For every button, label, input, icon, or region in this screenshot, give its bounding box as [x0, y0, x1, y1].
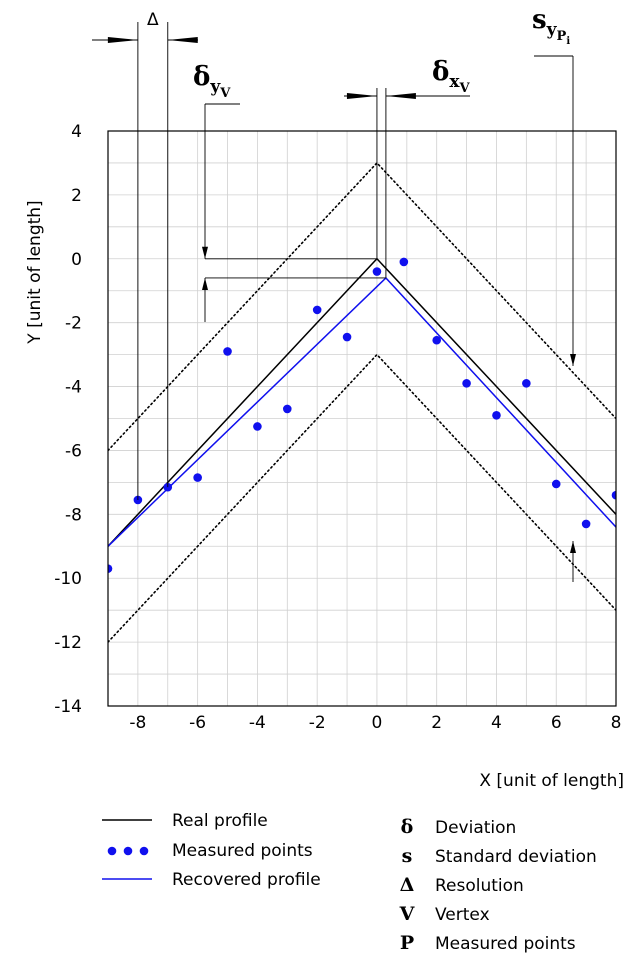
- symbol-legend: δ Deviation s Standard deviation Δ Resolution…: [399, 816, 597, 954]
- resolution-arrow-left: [108, 37, 138, 43]
- y-tick-label: -10: [54, 569, 82, 589]
- symbol-legend-symbol: P: [400, 932, 414, 954]
- measured-point: [313, 306, 322, 315]
- measured-point: [522, 379, 531, 388]
- dy-vertex-label: δyV: [193, 62, 231, 101]
- sy-points-label-symbol: s: [532, 5, 547, 35]
- legend-marker-measured: [124, 847, 133, 856]
- sy-points-label: syPi: [532, 5, 570, 47]
- upper-tolerance-line: [108, 163, 616, 451]
- symbol-legend-label: Measured points: [435, 934, 576, 954]
- measured-point: [492, 411, 501, 420]
- y-tick-label: -8: [65, 505, 82, 525]
- y-tick-label: 0: [71, 250, 82, 270]
- symbol-legend-label: Standard deviation: [435, 847, 597, 867]
- x-tick-label: 6: [551, 713, 562, 733]
- grid: [108, 131, 616, 706]
- recovered-profile-line: [108, 278, 616, 546]
- dx-vertex-label: δxV: [432, 57, 470, 96]
- legend-marker-measured: [140, 847, 149, 856]
- dx-arrow-right: [386, 93, 416, 99]
- measured-point: [462, 379, 471, 388]
- dx-vertex-label-symbol: δ: [432, 57, 449, 87]
- sy-arrow-bottom: [570, 541, 576, 553]
- y-tick-label: -2: [65, 314, 82, 334]
- measured-point: [552, 480, 561, 489]
- y-tick-label: 2: [71, 186, 82, 206]
- measured-point: [373, 267, 382, 276]
- legend-label: Recovered profile: [172, 870, 321, 890]
- tick-labels: -8 -6 -4 -2 0 2 4 6 8 4 2 0 -2 -4 -6 -8 -10 -12 -14: [54, 122, 621, 733]
- series-layer: [104, 163, 621, 642]
- dy-vertex-label-subsub: V: [219, 86, 231, 101]
- resolution-label: Δ: [147, 10, 159, 30]
- symbol-legend-label: Resolution: [435, 876, 524, 896]
- x-tick-label: -4: [249, 713, 266, 733]
- y-axis-label: Y [unit of length]: [25, 200, 45, 344]
- symbol-legend-label: Deviation: [435, 818, 516, 838]
- lower-tolerance-line: [108, 355, 616, 642]
- measured-point: [582, 520, 591, 529]
- series-clip-group: [104, 163, 621, 642]
- x-tick-label: -2: [309, 713, 326, 733]
- symbol-legend-symbol: δ: [401, 816, 414, 838]
- sy-arrow-top: [570, 354, 576, 366]
- dy-vertex-label-symbol: δ: [193, 62, 210, 92]
- measured-point: [343, 333, 352, 342]
- symbol-legend-symbol: V: [399, 903, 416, 925]
- x-tick-label: 8: [611, 713, 622, 733]
- legend-label: Measured points: [172, 841, 313, 861]
- x-tick-label: 0: [372, 713, 383, 733]
- resolution-arrow-right: [168, 37, 198, 43]
- x-tick-label: 2: [431, 713, 442, 733]
- x-tick-label: 4: [491, 713, 502, 733]
- dy-arrow-top: [202, 247, 208, 259]
- sy-points-label-subsubsub: i: [566, 36, 570, 47]
- y-tick-label: -4: [65, 378, 82, 398]
- symbol-legend-label: Vertex: [435, 905, 490, 925]
- x-tick-label: -6: [189, 713, 206, 733]
- measured-point: [400, 258, 409, 267]
- y-tick-label: -6: [65, 441, 82, 461]
- symbol-legend-symbol: s: [402, 845, 413, 867]
- y-tick-label: -12: [54, 633, 82, 653]
- measured-point: [432, 336, 441, 345]
- legend-label: Real profile: [172, 811, 268, 831]
- x-tick-label: -8: [129, 713, 146, 733]
- measured-point: [283, 405, 292, 414]
- symbol-legend-symbol: Δ: [400, 874, 415, 896]
- y-tick-label: 4: [71, 122, 82, 142]
- dx-arrow-left: [347, 93, 377, 99]
- dx-vertex-label-subsub: V: [458, 81, 470, 96]
- measured-point: [193, 473, 202, 482]
- y-tick-label: -14: [54, 697, 82, 717]
- measured-point: [223, 347, 232, 356]
- sy-points-label-subsub: P: [557, 29, 567, 44]
- legend-marker-measured: [108, 847, 117, 856]
- dy-arrow-bottom: [202, 278, 208, 290]
- x-axis-label: X [unit of length]: [479, 771, 624, 791]
- measured-point: [253, 422, 262, 431]
- legend: Real profile Measured points Recovered pro…: [102, 811, 321, 890]
